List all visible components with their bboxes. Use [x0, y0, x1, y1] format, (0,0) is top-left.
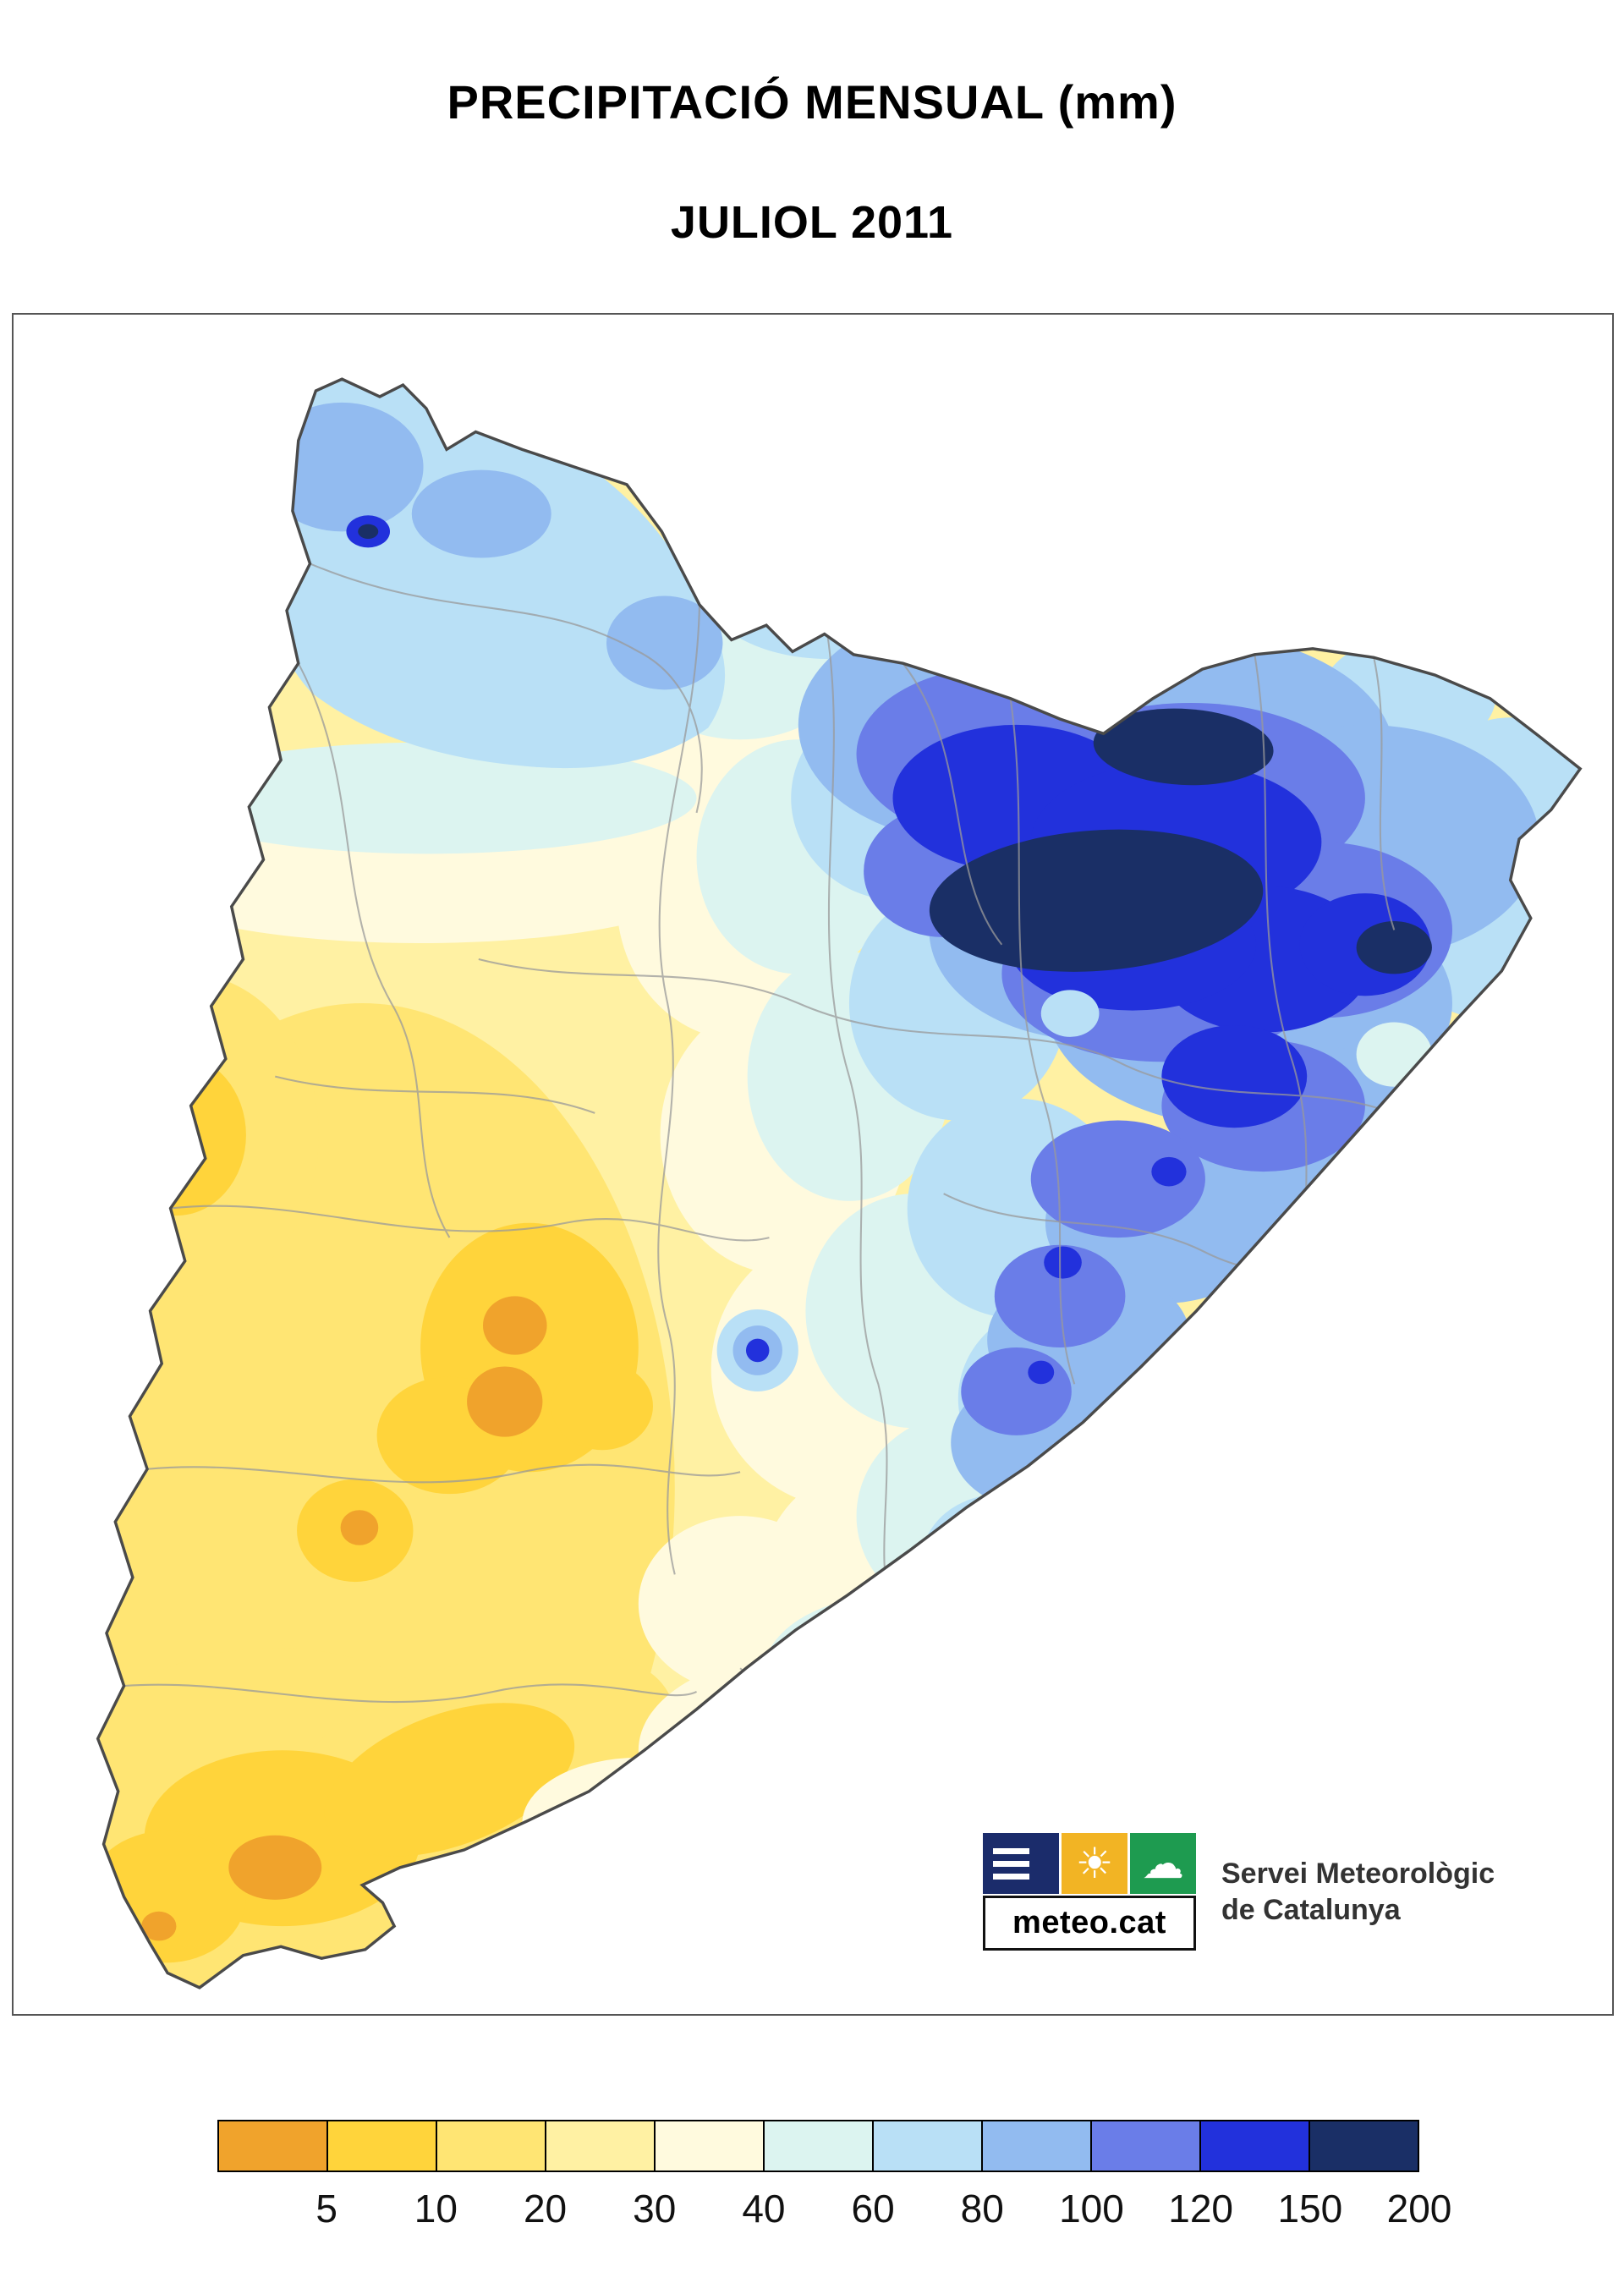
legend-label-200: 200: [1386, 2187, 1452, 2231]
regions-5mm: [141, 1296, 547, 1941]
legend-label-10: 10: [414, 2187, 458, 2231]
legend-segment-80: [872, 2120, 983, 2172]
page-title: PRECIPITACIÓ MENSUAL (mm): [447, 75, 1177, 129]
org-name-line2: de Catalunya: [1221, 1893, 1401, 1926]
logo-block: ☀ ☁ meteo.cat Servei Meteorològic de Cat…: [983, 1833, 1495, 1951]
legend-label-80: 80: [960, 2187, 1004, 2231]
legend-segment-120: [1090, 2120, 1201, 2172]
logo-squares: ☀ ☁: [983, 1833, 1196, 1894]
bullseye-feature: [716, 1309, 798, 1391]
legend-segment-40: [654, 2120, 765, 2172]
legend-label-30: 30: [633, 2187, 677, 2231]
legend-segment-100: [981, 2120, 1092, 2172]
org-name: Servei Meteorològic de Catalunya: [1221, 1856, 1495, 1928]
regions-200mm: [358, 524, 1432, 974]
org-name-line1: Servei Meteorològic: [1221, 1858, 1495, 1890]
legend-segment-5: [217, 2120, 328, 2172]
legend-segment-200: [1309, 2120, 1419, 2172]
menu-lines-icon: [983, 1833, 1059, 1894]
precipitation-legend: 5 10 20 30 40 60 80 100 120 150 200: [217, 2120, 1451, 2245]
legend-label-120: 120: [1168, 2187, 1233, 2231]
legend-colorbar: [217, 2120, 1419, 2172]
legend-label-5: 5: [315, 2187, 337, 2231]
legend-labels: 5 10 20 30 40 60 80 100 120 150 200: [217, 2186, 1451, 2245]
catalonia-precipitation-map: [96, 377, 1582, 1989]
legend-label-40: 40: [742, 2187, 786, 2231]
legend-segment-10: [326, 2120, 437, 2172]
legend-label-100: 100: [1059, 2187, 1124, 2231]
sun-icon: ☀: [1062, 1833, 1127, 1894]
legend-segment-60: [763, 2120, 874, 2172]
legend-segment-30: [545, 2120, 656, 2172]
legend-segment-20: [436, 2120, 546, 2172]
meteocat-wordmark: meteo.cat: [983, 1896, 1196, 1951]
map-frame: ☀ ☁ meteo.cat Servei Meteorològic de Cat…: [12, 313, 1614, 2016]
legend-label-150: 150: [1277, 2187, 1343, 2231]
legend-label-20: 20: [523, 2187, 568, 2231]
page-subtitle: JULIOL 2011: [670, 197, 954, 248]
legend-segment-150: [1199, 2120, 1310, 2172]
precipitation-fill-layers: [97, 379, 1581, 1988]
meteocat-logo: ☀ ☁ meteo.cat: [983, 1833, 1196, 1951]
legend-label-60: 60: [851, 2187, 895, 2231]
cloud-icon: ☁: [1130, 1833, 1196, 1894]
